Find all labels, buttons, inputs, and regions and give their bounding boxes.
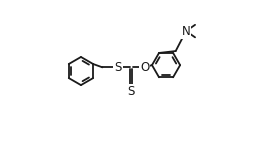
Text: S: S: [114, 61, 122, 74]
Text: S: S: [128, 85, 135, 98]
Text: N: N: [182, 25, 190, 38]
Text: O: O: [140, 61, 149, 74]
